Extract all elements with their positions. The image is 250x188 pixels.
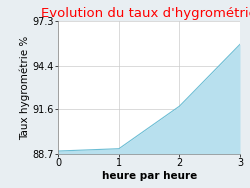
Y-axis label: Taux hygrométrie %: Taux hygrométrie % [20,36,30,140]
X-axis label: heure par heure: heure par heure [102,171,197,181]
Title: Evolution du taux d'hygrométrie: Evolution du taux d'hygrométrie [41,7,250,20]
